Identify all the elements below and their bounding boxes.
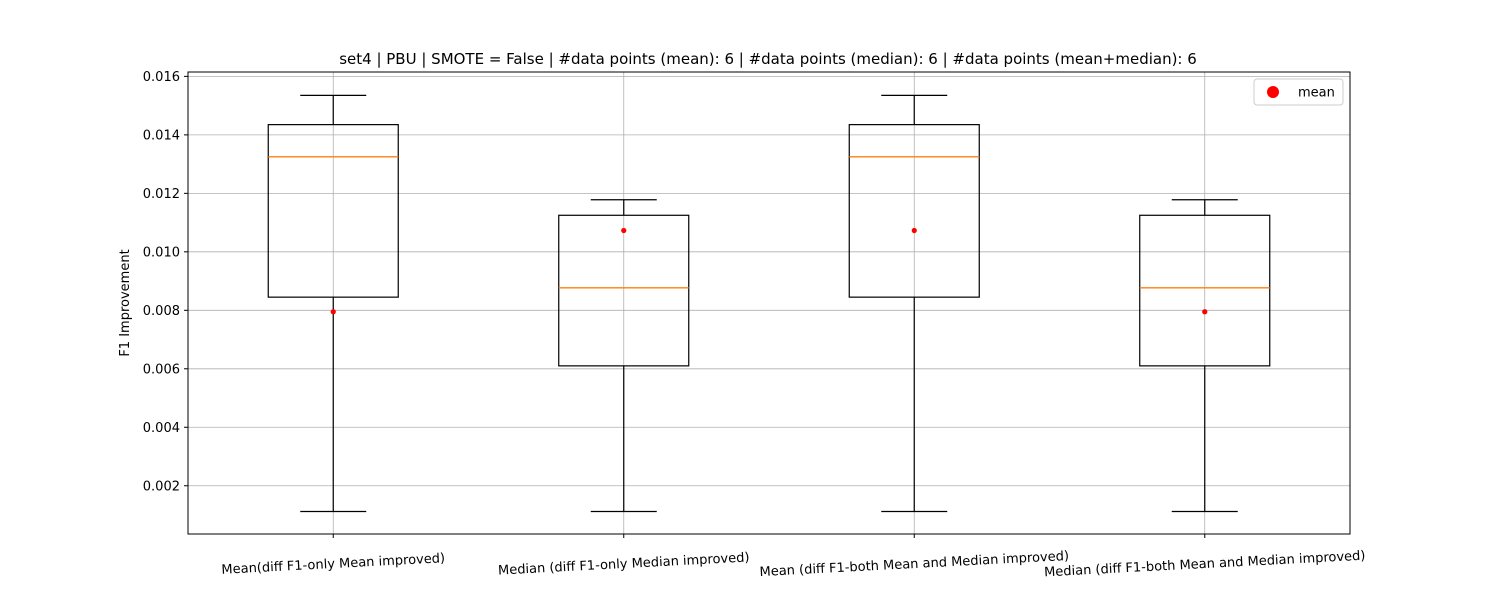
legend-box	[1253, 78, 1344, 106]
mean-marker	[330, 309, 336, 315]
box-group	[558, 199, 690, 513]
y-tick-label: 0.006	[143, 362, 180, 377]
y-tick-label: 0.016	[143, 70, 180, 85]
iqr-box	[558, 214, 690, 367]
x-tick-label: Mean(diff F1-only Mean improved)	[221, 551, 445, 578]
legend: mean	[1253, 78, 1344, 106]
mean-marker	[1202, 309, 1208, 315]
x-tick-label: Median (diff F1-only Median improved)	[498, 550, 750, 578]
y-tick-label: 0.008	[143, 304, 180, 319]
y-axis: 0.002 0.004 0.006 0.008 0.010 0.012 0.014 0.016	[143, 70, 188, 494]
box-group	[1139, 199, 1271, 513]
legend-marker	[1267, 86, 1279, 98]
plot-area-frame	[187, 71, 1351, 535]
box-series	[267, 94, 1271, 513]
mean-marker	[911, 227, 917, 234]
y-tick-label: 0.002	[143, 479, 180, 494]
y-tick-label: 0.010	[143, 245, 180, 260]
iqr-box	[1139, 214, 1271, 367]
x-axis: Mean(diff F1-only Mean improved) Median (…	[221, 534, 1366, 580]
box-group	[267, 94, 399, 513]
x-tick-label: Median (diff F1-both Mean and Median imp…	[1044, 549, 1366, 581]
legend-label: mean	[1298, 86, 1335, 101]
y-tick-label: 0.012	[143, 187, 180, 202]
iqr-box	[267, 124, 399, 298]
x-tick-label: Mean (diff F1-both Mean and Median impro…	[759, 549, 1069, 580]
y-tick-label: 0.004	[143, 421, 180, 436]
y-axis-label: F1 Improvement	[118, 249, 133, 356]
iqr-box	[848, 124, 980, 298]
chart-title: set4 | PBU | SMOTE = False | #data point…	[339, 50, 1197, 68]
box-group	[848, 94, 980, 513]
grid-lines	[188, 72, 1350, 534]
y-tick-label: 0.014	[143, 128, 180, 143]
mean-marker	[621, 227, 627, 234]
